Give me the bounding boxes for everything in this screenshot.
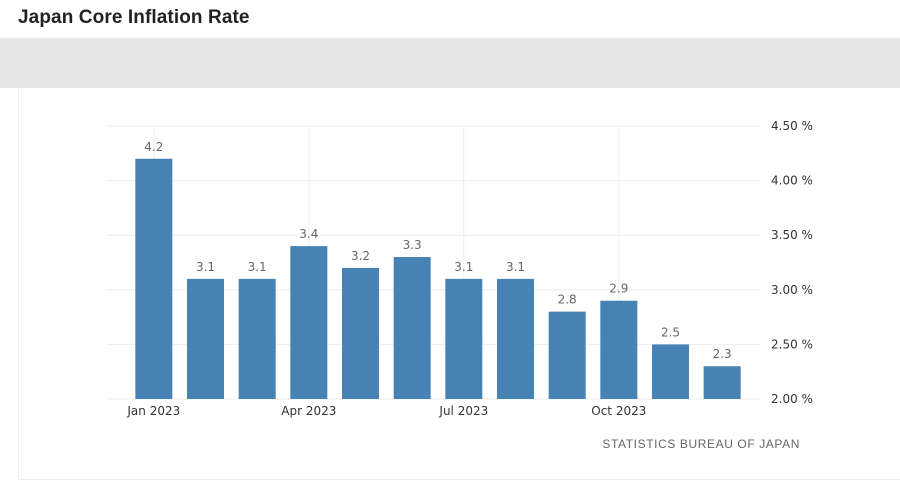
- y-tick-label: 4.00 %: [771, 174, 813, 188]
- bar-data-label: 2.5: [661, 325, 680, 339]
- bar[interactable]: [342, 267, 379, 399]
- y-tick-label: 4.50 %: [771, 119, 813, 133]
- x-tick-label: Jul 2023: [438, 404, 488, 418]
- bar-data-label: 3.4: [299, 227, 318, 241]
- bar[interactable]: [548, 311, 586, 399]
- bar-data-label: 3.2: [351, 249, 370, 263]
- page-title: Japan Core Inflation Rate: [18, 7, 250, 28]
- bar-data-label: 2.3: [713, 347, 732, 361]
- bar[interactable]: [445, 278, 483, 399]
- bar-data-label: 3.1: [196, 260, 215, 274]
- x-tick-label: Jan 2023: [126, 404, 180, 418]
- bar-data-label: 3.1: [506, 260, 525, 274]
- x-tick-label: Apr 2023: [281, 404, 336, 418]
- bar[interactable]: [497, 278, 534, 399]
- x-tick-label: Oct 2023: [591, 404, 646, 418]
- bar[interactable]: [652, 344, 689, 399]
- y-tick-label: 2.50 %: [771, 337, 813, 351]
- title-bar: Japan Core Inflation Rate: [0, 0, 900, 38]
- bar-data-label: 3.1: [248, 260, 267, 274]
- bar[interactable]: [187, 278, 224, 399]
- y-tick-label: 3.00 %: [771, 283, 813, 297]
- bar[interactable]: [135, 158, 173, 399]
- bar-data-label: 3.3: [403, 238, 422, 252]
- y-tick-label: 2.00 %: [771, 392, 813, 406]
- toolbar-band: [0, 38, 900, 88]
- bar[interactable]: [238, 278, 276, 399]
- source-label: STATISTICS BUREAU OF JAPAN: [602, 437, 800, 451]
- bar[interactable]: [600, 300, 638, 399]
- bar-data-label: 2.8: [558, 293, 577, 307]
- bar[interactable]: [393, 257, 431, 399]
- bar-data-label: 4.2: [144, 140, 163, 154]
- bar-data-label: 3.1: [454, 260, 473, 274]
- y-tick-label: 3.50 %: [771, 228, 813, 242]
- bar[interactable]: [290, 246, 328, 399]
- bar[interactable]: [703, 366, 741, 399]
- bar-data-label: 2.9: [609, 282, 628, 296]
